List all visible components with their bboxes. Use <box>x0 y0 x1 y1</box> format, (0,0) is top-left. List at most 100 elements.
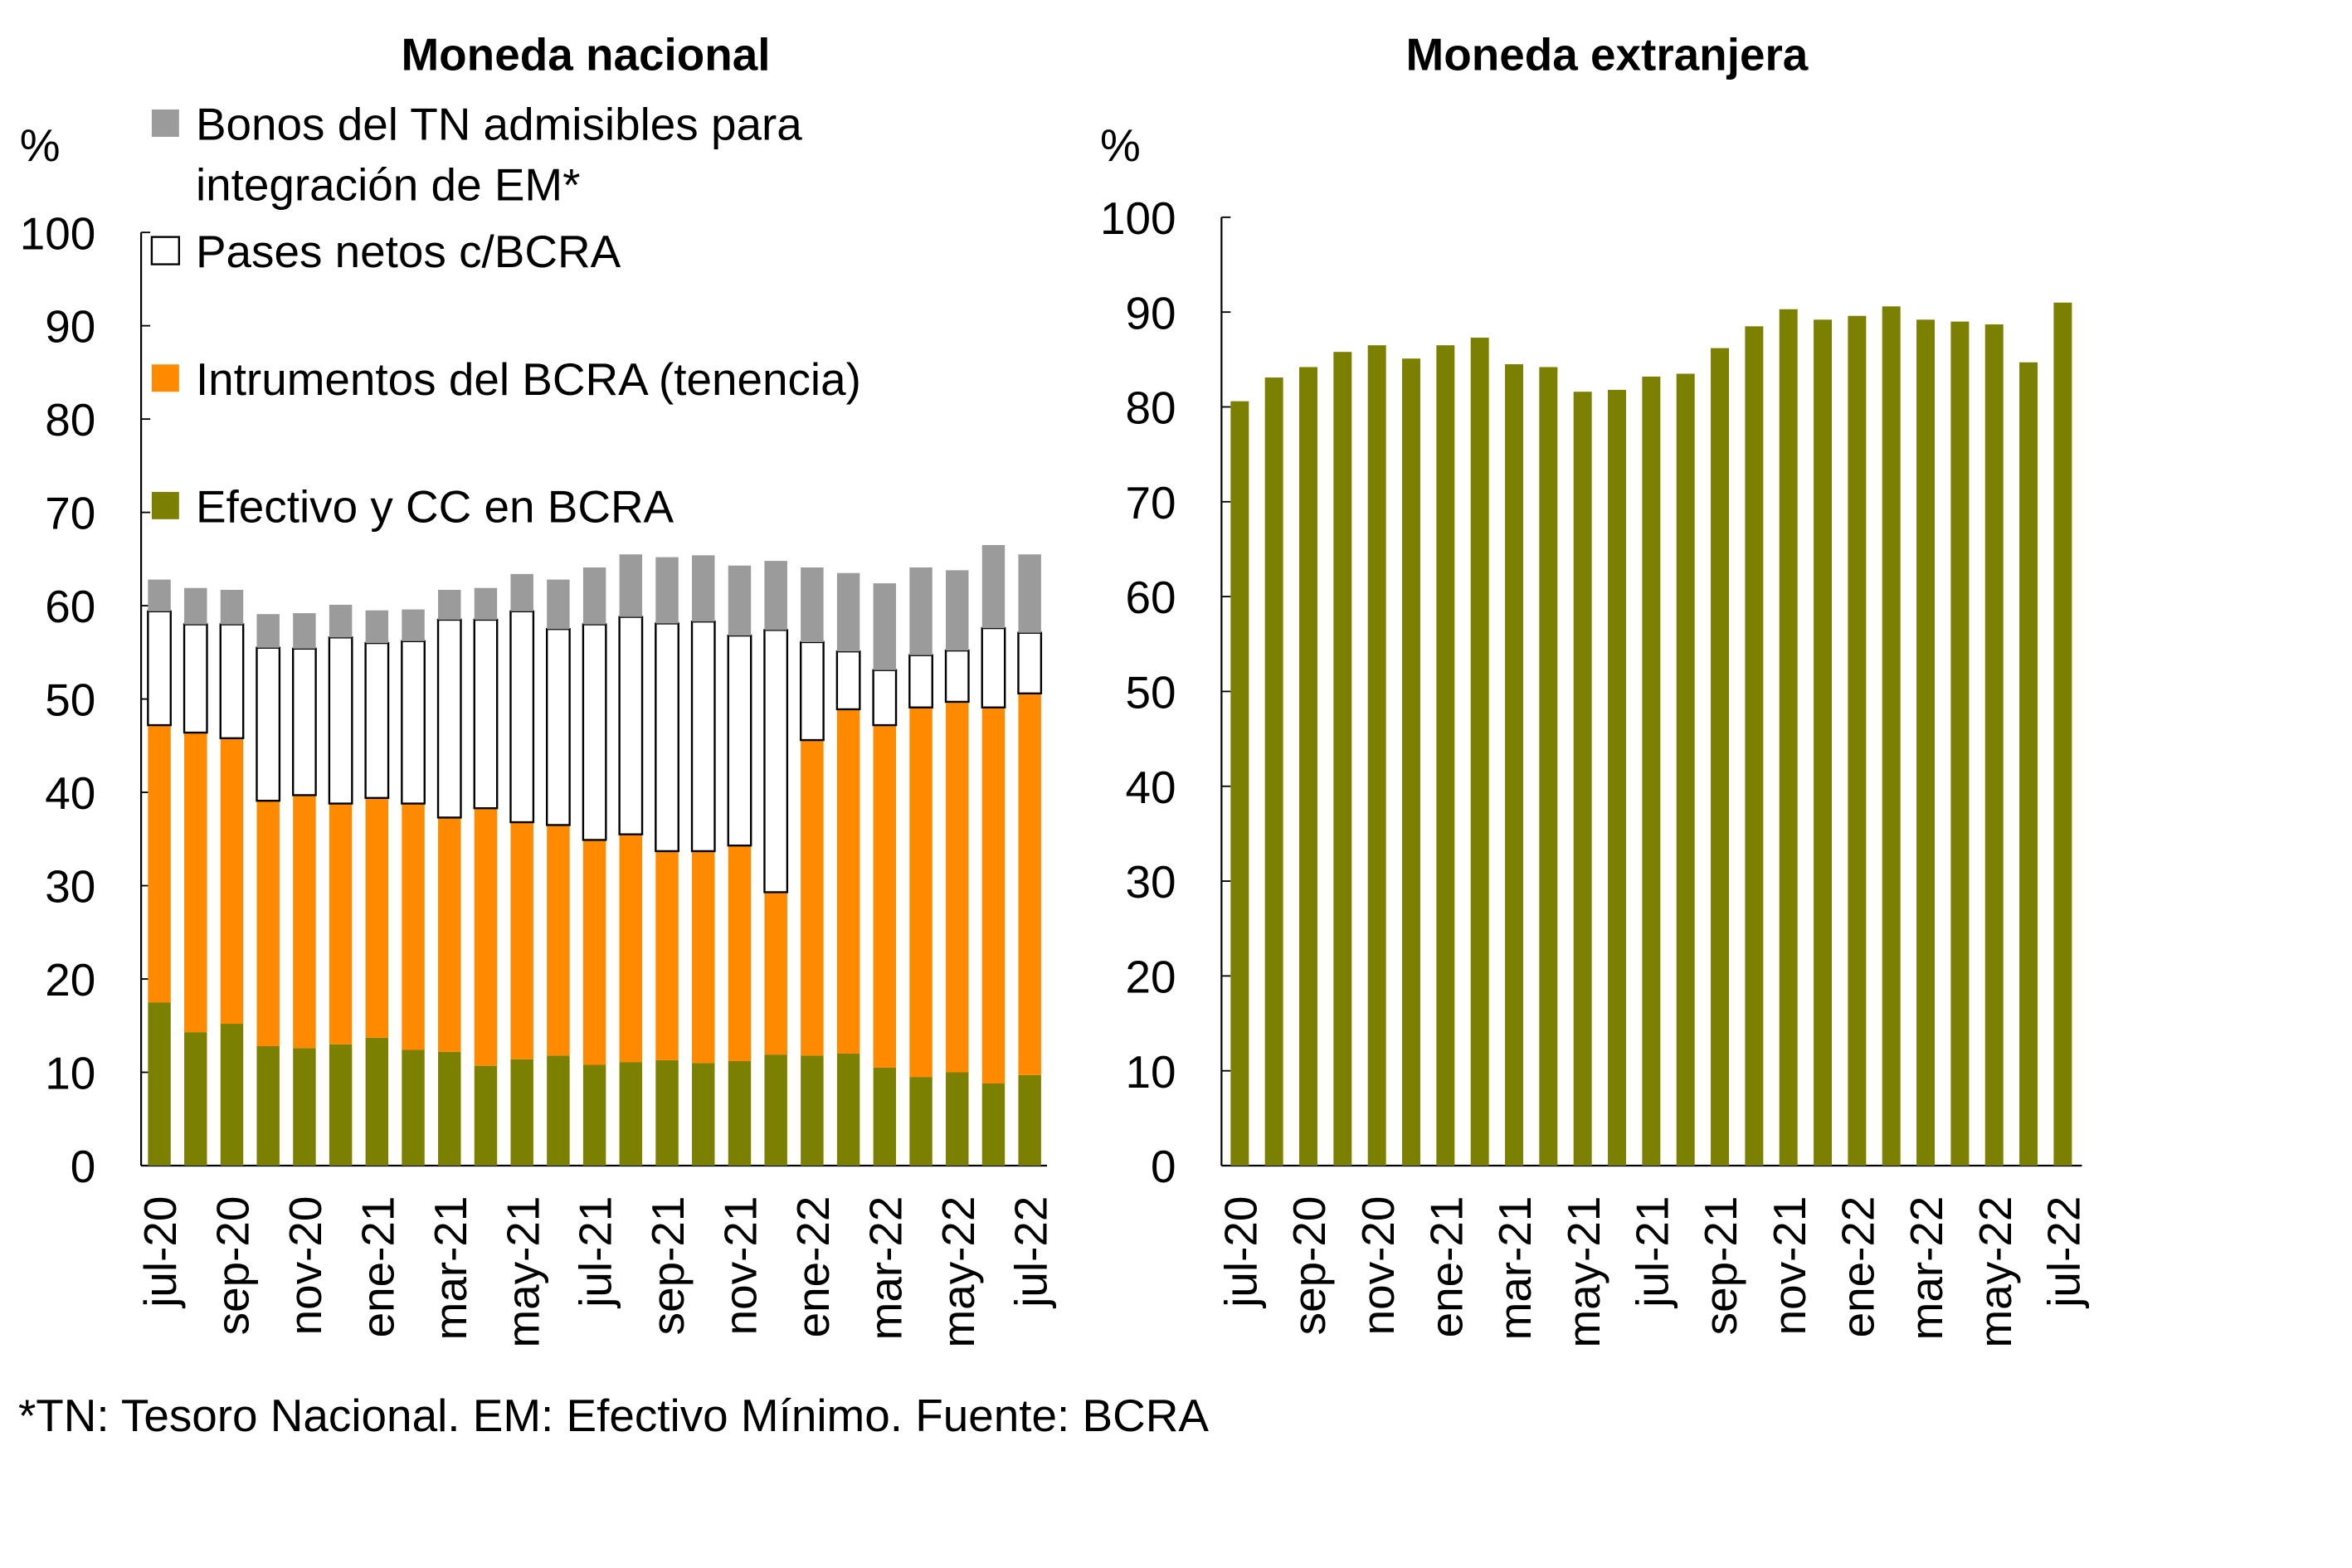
bar-instrumentos <box>909 707 933 1078</box>
x-tick-label: nov-20 <box>280 1196 331 1336</box>
bar-instrumentos <box>1018 693 1041 1075</box>
bar-pases <box>147 610 172 727</box>
bar-efectivo <box>365 1037 389 1166</box>
bar-efectivo <box>692 1063 715 1166</box>
bar-efectivo <box>1676 373 1695 1166</box>
bar-efectivo <box>1916 319 1936 1166</box>
bar-efectivo <box>1402 358 1420 1166</box>
bar-efectivo <box>801 1055 824 1166</box>
x-tick-label: jul-20 <box>1215 1196 1266 1309</box>
x-tick-label: nov-21 <box>1764 1196 1815 1336</box>
x-tick-label: jul-21 <box>1626 1196 1678 1309</box>
x-tick-label: may-22 <box>933 1196 984 1348</box>
bar-efectivo <box>1299 367 1317 1166</box>
bar-efectivo <box>1505 364 1523 1166</box>
bar-bonos <box>402 609 425 641</box>
bar-instrumentos <box>474 808 498 1066</box>
bar-efectivo <box>1264 377 1283 1166</box>
legend-label: Intrumentos del BCRA (tenencia) <box>196 353 861 405</box>
x-tick-label: ene-22 <box>1832 1196 1883 1338</box>
bar-bonos <box>836 572 860 652</box>
bar-pases <box>981 626 1006 709</box>
x-tick-label: mar-22 <box>1901 1196 1952 1341</box>
bar-efectivo <box>2019 362 2038 1166</box>
y-tick-label: 50 <box>1125 667 1176 718</box>
bar-pases <box>1017 631 1043 695</box>
bar-instrumentos <box>184 733 207 1033</box>
y-tick-label: 100 <box>20 207 96 259</box>
y-tick-label: 100 <box>1100 192 1176 244</box>
bar-pases <box>291 647 317 796</box>
y-tick-label: 20 <box>45 954 95 1006</box>
y-tick-label: 30 <box>45 861 95 913</box>
bar-instrumentos <box>764 892 787 1055</box>
bar-instrumentos <box>148 725 171 1003</box>
bar-bonos <box>619 554 643 617</box>
bar-instrumentos <box>836 709 860 1054</box>
bar-bonos <box>582 567 606 625</box>
x-tick-label: mar-21 <box>1489 1196 1541 1341</box>
y-tick-label: 60 <box>1125 572 1176 623</box>
bar-pases <box>364 641 390 799</box>
bar-efectivo <box>293 1048 316 1166</box>
bar-efectivo <box>1333 352 1352 1166</box>
x-tick-label: sep-20 <box>1283 1196 1335 1336</box>
chart-moneda-nacional: Moneda nacional% 0 10 20 30 40 50 60 70 80 90 100 ju… <box>20 28 1057 1347</box>
bar-instrumentos <box>873 725 897 1068</box>
y-tick-label: 40 <box>1125 762 1176 813</box>
bar-efectivo <box>1848 315 1867 1166</box>
bar-efectivo <box>1711 348 1729 1166</box>
y-tick-label: 70 <box>45 488 95 539</box>
bar-bonos <box>329 604 353 638</box>
bar-efectivo <box>764 1054 787 1166</box>
x-tick-label: ene-21 <box>352 1196 403 1338</box>
bar-efectivo <box>946 1072 969 1166</box>
y-axis-unit: % <box>20 119 61 171</box>
y-tick-label: 40 <box>45 767 95 819</box>
bar-bonos <box>764 561 787 631</box>
x-tick-label: ene-21 <box>1420 1196 1472 1338</box>
y-tick-label: 80 <box>1125 382 1176 434</box>
legend-swatch-efectivo <box>151 491 179 519</box>
bar-bonos <box>293 613 316 649</box>
legend-label: Pases netos c/BCRA <box>196 226 621 277</box>
legend-label: integración de EM* <box>196 159 581 211</box>
y-tick-label: 80 <box>45 394 95 446</box>
bar-bonos <box>1018 554 1041 633</box>
chart-title: Moneda nacional <box>401 28 770 80</box>
bar-instrumentos <box>220 738 244 1025</box>
y-tick-label: 0 <box>1151 1141 1176 1192</box>
y-tick-label: 30 <box>1125 856 1176 908</box>
bar-pases <box>582 623 607 841</box>
x-tick-label: ene-22 <box>787 1196 839 1338</box>
bar-pases <box>872 669 898 727</box>
bar-pases <box>690 621 716 853</box>
bar-bonos <box>981 544 1006 629</box>
bar-bonos <box>256 614 280 648</box>
x-tick-label: nov-21 <box>715 1196 767 1336</box>
bar-efectivo <box>1779 309 1798 1166</box>
bar-efectivo <box>148 1002 171 1166</box>
bar-instrumentos <box>981 707 1006 1084</box>
bar-instrumentos <box>329 803 353 1045</box>
x-tick-label: may-22 <box>1970 1196 2021 1348</box>
bar-pases <box>436 618 462 819</box>
bar-pases <box>183 623 208 734</box>
bar-instrumentos <box>365 797 389 1038</box>
bar-efectivo <box>655 1059 679 1166</box>
bar-bonos <box>220 589 244 625</box>
bar-efectivo <box>2053 302 2072 1166</box>
bar-bonos <box>728 565 752 636</box>
bar-efectivo <box>582 1064 606 1166</box>
bar-efectivo <box>220 1024 244 1166</box>
bar-instrumentos <box>692 850 715 1064</box>
bar-instrumentos <box>582 840 606 1065</box>
bar-efectivo <box>1608 389 1626 1166</box>
bar-pases <box>401 640 426 805</box>
bar-instrumentos <box>728 845 752 1062</box>
bar-efectivo <box>329 1044 353 1166</box>
legend-swatch-bonos <box>151 109 179 137</box>
footnote: *TN: Tesoro Nacional. EM: Efectivo Mínim… <box>18 1390 1209 1441</box>
bar-bonos <box>909 567 933 655</box>
